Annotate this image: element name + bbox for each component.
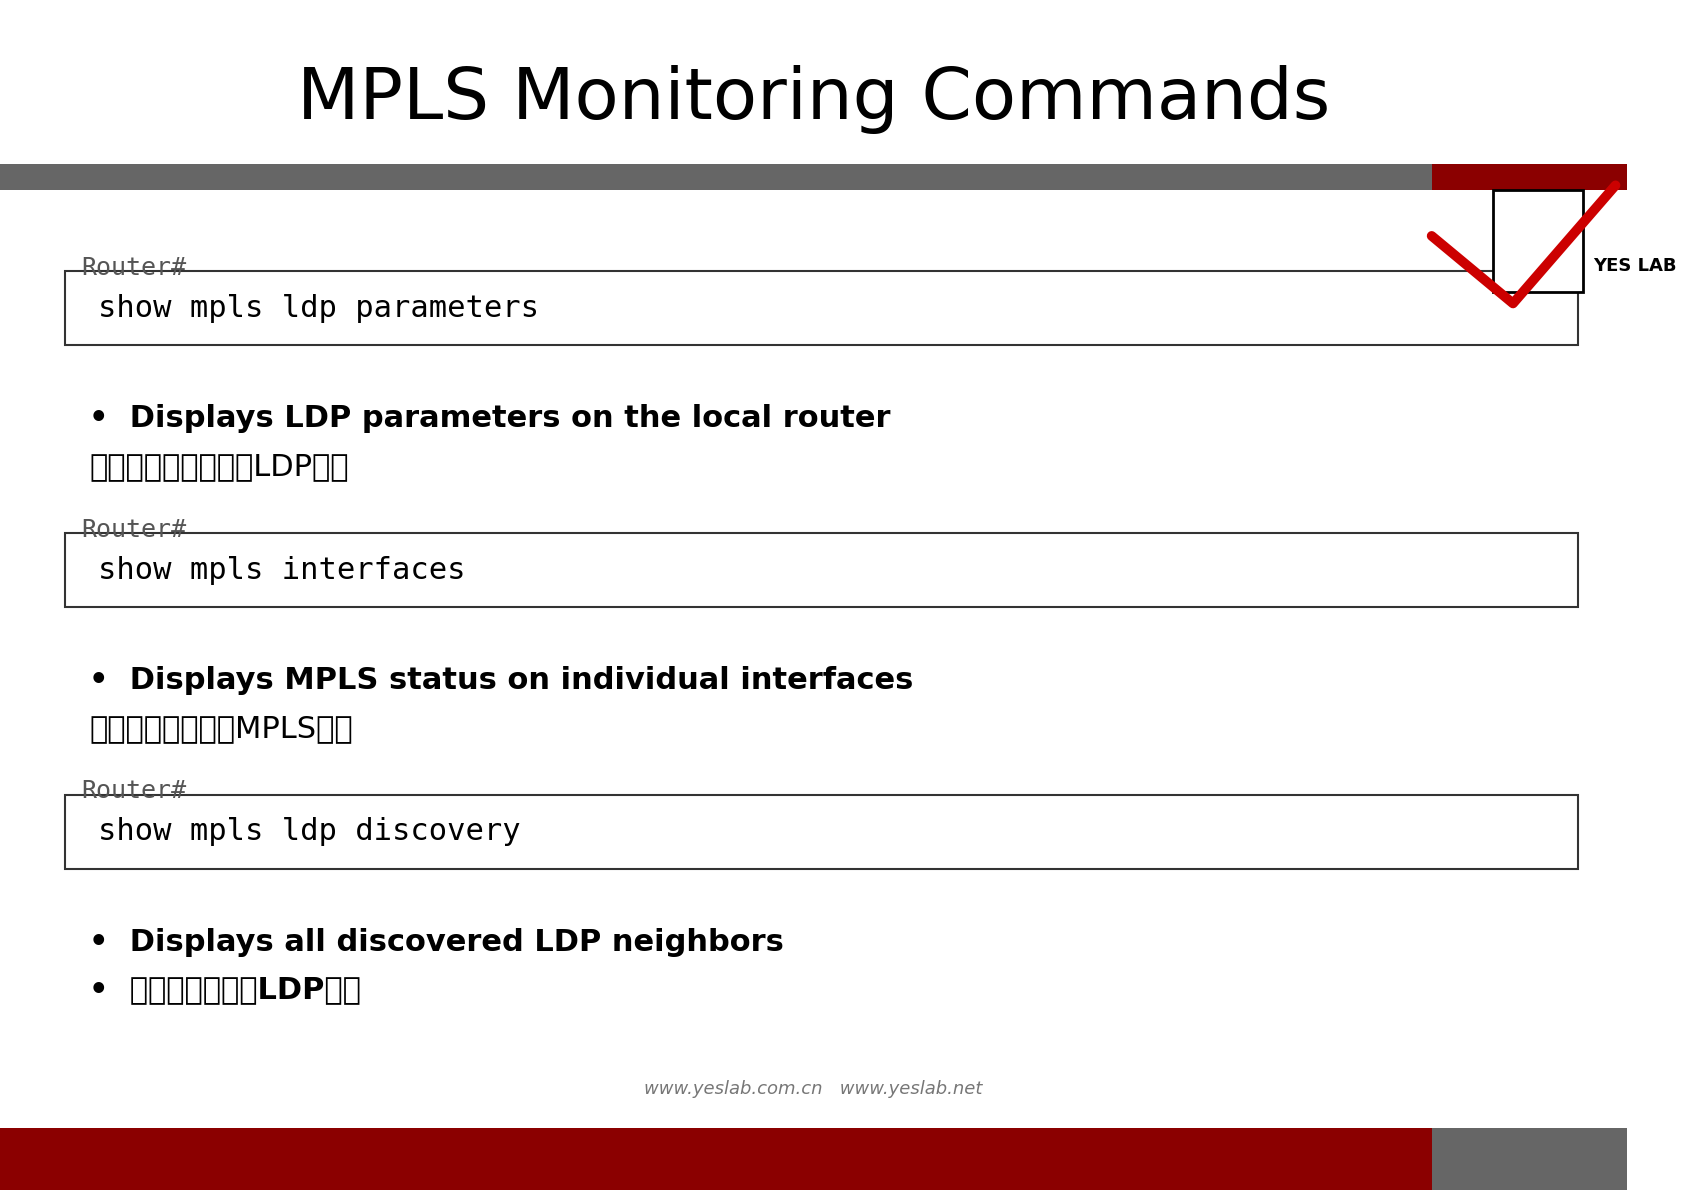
Text: •  Displays MPLS status on individual interfaces: • Displays MPLS status on individual int… bbox=[89, 666, 913, 695]
Text: www.yeslab.com.cn   www.yeslab.net: www.yeslab.com.cn www.yeslab.net bbox=[644, 1079, 982, 1098]
Text: •  Displays LDP parameters on the local router: • Displays LDP parameters on the local r… bbox=[89, 405, 890, 433]
Text: Router#: Router# bbox=[81, 779, 187, 803]
Bar bbox=[1431, 1128, 1626, 1190]
Text: •  Displays all discovered LDP neighbors: • Displays all discovered LDP neighbors bbox=[89, 928, 784, 957]
Text: 在各个接口上显示MPLS状态: 在各个接口上显示MPLS状态 bbox=[89, 714, 353, 743]
Text: MPLS Monitoring Commands: MPLS Monitoring Commands bbox=[296, 65, 1329, 134]
Text: Router#: Router# bbox=[81, 518, 187, 541]
FancyBboxPatch shape bbox=[66, 795, 1578, 869]
FancyBboxPatch shape bbox=[1492, 190, 1583, 292]
Text: show mpls ldp parameters: show mpls ldp parameters bbox=[98, 294, 538, 322]
Bar bbox=[0, 164, 1431, 190]
Text: show mpls ldp discovery: show mpls ldp discovery bbox=[98, 818, 520, 846]
Bar bbox=[1431, 164, 1626, 190]
Text: 在本地路由器上显示LDP参数: 在本地路由器上显示LDP参数 bbox=[89, 452, 348, 481]
Text: YES LAB: YES LAB bbox=[1591, 257, 1675, 275]
Text: •  显示所有发现的LDP邻居: • 显示所有发现的LDP邻居 bbox=[89, 976, 362, 1004]
FancyBboxPatch shape bbox=[66, 533, 1578, 607]
Text: show mpls interfaces: show mpls interfaces bbox=[98, 556, 464, 584]
FancyBboxPatch shape bbox=[66, 271, 1578, 345]
Bar bbox=[0, 1128, 1431, 1190]
Text: Router#: Router# bbox=[81, 256, 187, 280]
